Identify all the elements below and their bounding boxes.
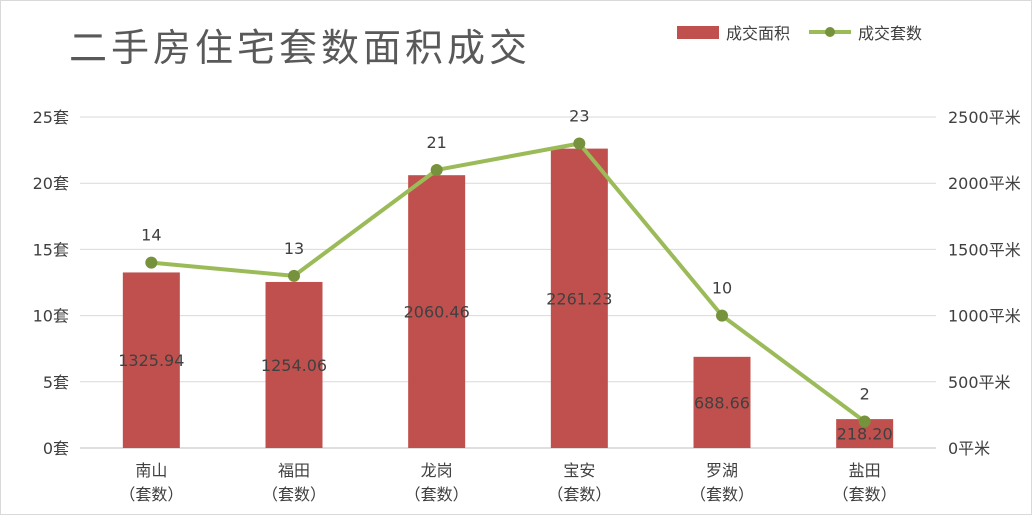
left-axis-tick-label: 20套 — [33, 174, 69, 193]
chart-title: 二手房住宅套数面积成交 — [69, 26, 531, 70]
bar-data-labels: 1325.94 1254.06 2060.46 2261.23 688.66 218.20 — [118, 289, 892, 443]
x-axis-tick-sublabel: （套数） — [690, 485, 754, 504]
right-axis-tick-label: 500平米 — [948, 373, 1011, 392]
bar — [265, 281, 323, 448]
line-data-label: 10 — [712, 279, 732, 298]
x-axis-tick-sublabel: （套数） — [119, 485, 183, 504]
line-data-label: 13 — [284, 239, 304, 258]
bar-data-label: 2060.46 — [404, 303, 470, 322]
x-axis-tick-sublabel: （套数） — [833, 485, 897, 504]
right-axis-tick-label: 0平米 — [948, 439, 990, 458]
right-axis-ticks: 0平米 500平米 1000平米 1500平米 2000平米 2500平米 — [948, 108, 1021, 458]
left-axis-tick-label: 10套 — [33, 307, 69, 326]
line-point — [858, 415, 871, 428]
left-axis-tick-label: 5套 — [43, 373, 69, 392]
bar-data-label: 2261.23 — [546, 289, 612, 308]
legend-swatch-area — [677, 26, 719, 39]
gridlines — [80, 116, 936, 449]
bar — [408, 175, 466, 448]
x-axis-tick-label: 福田 — [278, 461, 310, 480]
right-axis-tick-label: 2500平米 — [948, 108, 1021, 127]
x-axis-tick-sublabel: （套数） — [262, 485, 326, 504]
x-axis-ticks: 南山 （套数） 福田 （套数） 龙岗 （套数） 宝安 （套数） 罗湖 （套数） 盐田 （套数） — [119, 461, 896, 504]
x-axis-tick-label: 盐田 — [849, 461, 881, 480]
left-axis-tick-label: 25套 — [33, 108, 69, 127]
line-data-label: 14 — [141, 226, 161, 245]
left-axis-tick-label: 0套 — [43, 439, 69, 458]
line-series — [145, 137, 871, 428]
right-axis-tick-label: 1000平米 — [948, 307, 1021, 326]
line-data-labels: 14 13 21 23 10 2 — [141, 106, 870, 403]
line-point — [716, 309, 728, 322]
legend-swatch-count-marker — [825, 27, 835, 37]
bar-data-label: 1325.94 — [118, 351, 184, 370]
left-axis-tick-label: 15套 — [33, 240, 69, 259]
bar — [693, 356, 751, 448]
line-point — [288, 269, 300, 282]
x-axis-tick-label: 龙岗 — [421, 461, 453, 480]
bar — [550, 148, 608, 448]
left-axis-ticks: 0套 5套 10套 15套 20套 25套 — [33, 108, 69, 458]
line-path — [151, 141, 866, 424]
bar-data-label: 218.20 — [837, 425, 893, 444]
line-point — [573, 137, 586, 150]
bar-series — [122, 148, 894, 448]
legend: 成交面积 成交套数 — [677, 24, 922, 43]
legend-label-area: 成交面积 — [726, 24, 790, 43]
x-axis-tick-label: 南山 — [135, 461, 167, 480]
line-data-label: 21 — [426, 133, 446, 152]
x-axis-tick-label: 宝安 — [563, 461, 595, 480]
x-axis-tick-sublabel: （套数） — [405, 485, 469, 504]
line-data-label: 23 — [569, 106, 589, 125]
bar-data-label: 1254.06 — [261, 356, 327, 375]
bar-data-label: 688.66 — [694, 393, 750, 412]
line-data-label: 2 — [860, 385, 870, 404]
line-point — [145, 256, 158, 269]
right-axis-tick-label: 1500平米 — [948, 240, 1021, 259]
right-axis-tick-label: 2000平米 — [948, 174, 1021, 193]
x-axis-tick-sublabel: （套数） — [547, 485, 611, 504]
x-axis-tick-label: 罗湖 — [706, 461, 738, 480]
bar — [122, 272, 180, 448]
line-point — [430, 163, 443, 176]
legend-label-count: 成交套数 — [858, 24, 922, 43]
